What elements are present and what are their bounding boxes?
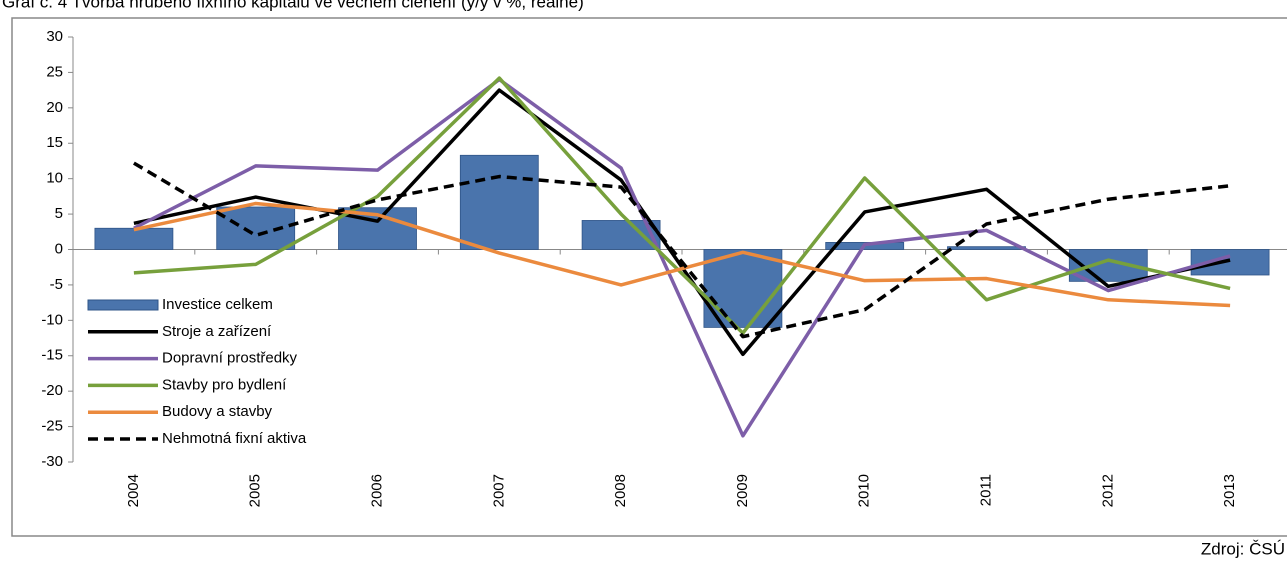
legend-label: Dopravní prostředky — [162, 350, 298, 367]
y-tick-label: -15 — [41, 347, 63, 364]
x-tick-label: 2011 — [977, 474, 994, 506]
line-series — [133, 201, 1231, 308]
x-tick-label: 2012 — [1099, 474, 1116, 507]
y-tick-label: -30 — [41, 453, 63, 470]
x-tick-label: 2004 — [125, 474, 142, 507]
x-tick-label: 2010 — [856, 474, 873, 507]
y-tick-label: 10 — [46, 170, 63, 187]
bar — [94, 227, 174, 250]
legend-label: Investice celkem — [162, 296, 273, 313]
x-tick-label: 2006 — [368, 474, 385, 507]
x-tick-label: 2007 — [490, 474, 507, 507]
x-tick-label: 2009 — [734, 474, 751, 507]
y-tick-label: -10 — [41, 311, 63, 328]
y-tick-label: 15 — [46, 134, 63, 151]
y-tick-label: 25 — [46, 63, 63, 80]
legend-label: Stroje a zařízení — [162, 323, 272, 340]
bar — [947, 246, 1026, 250]
y-tick-label: 0 — [55, 240, 63, 257]
y-tick-label: 20 — [46, 99, 63, 116]
bar — [459, 154, 539, 250]
x-tick-label: 2008 — [612, 474, 629, 507]
y-tick-label: 30 — [46, 28, 63, 45]
line-series — [133, 88, 1231, 357]
line-series — [133, 161, 1231, 339]
source: Zdroj: ČSÚ — [1201, 539, 1285, 558]
y-tick-label: 5 — [55, 205, 63, 222]
chart-frame — [11, 17, 1287, 537]
legend-swatch — [87, 299, 159, 311]
legend-label: Budovy a stavby — [162, 403, 273, 420]
chart-title: Graf č. 4 Tvorba hrubého fixního kapitál… — [2, 0, 584, 11]
y-tick-label: -5 — [50, 276, 63, 293]
line-series — [133, 76, 1231, 335]
y-tick-label: -20 — [41, 382, 63, 399]
x-tick-label: 2013 — [1221, 474, 1238, 507]
line-series — [133, 77, 1231, 438]
y-tick-label: -25 — [41, 418, 63, 435]
x-tick-label: 2005 — [247, 474, 264, 507]
legend-label: Nehmotná fixní aktiva — [162, 430, 307, 447]
legend-label: Stavby pro bydlení — [162, 376, 287, 393]
